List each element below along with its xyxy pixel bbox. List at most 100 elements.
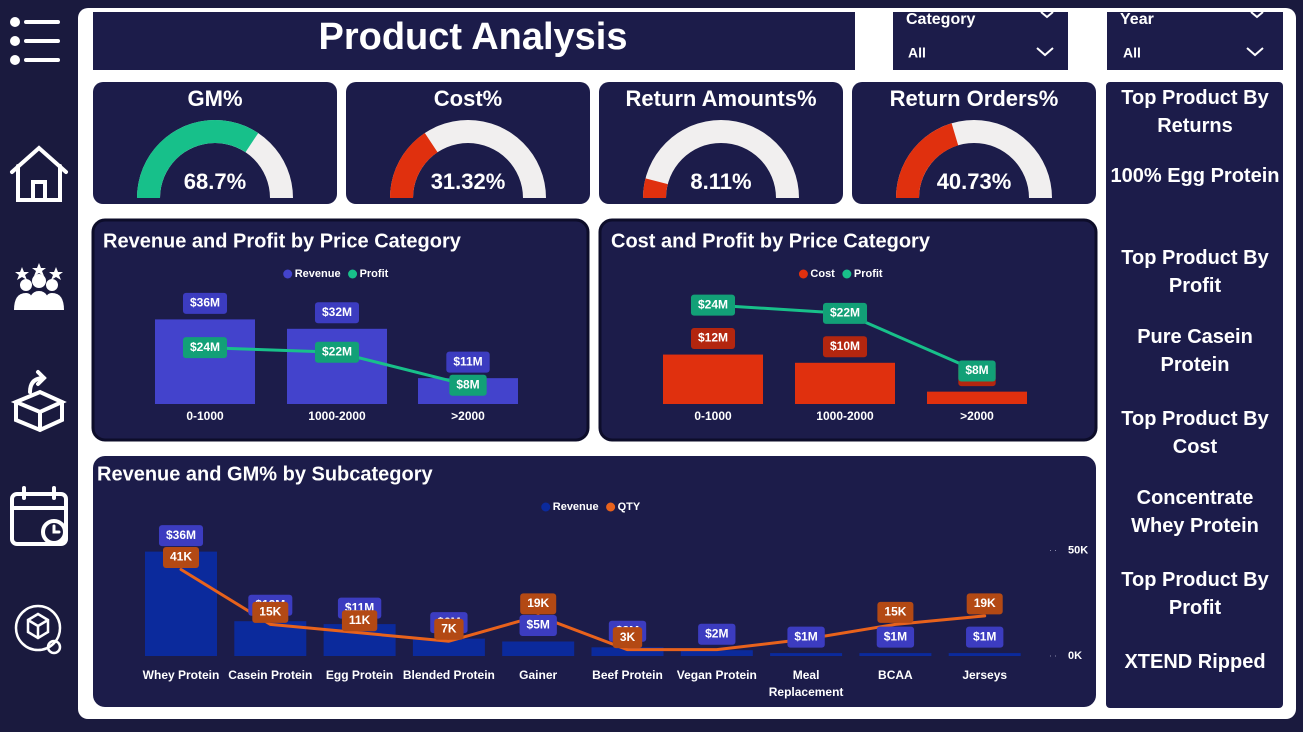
data-label-box (612, 627, 643, 649)
gauge-track (643, 120, 799, 198)
data-label-box (314, 341, 360, 363)
bar (680, 650, 753, 656)
data-label: $32M (322, 305, 352, 319)
sidebar-heading: Top Product By Profit (1121, 247, 1269, 297)
x-tick-label: Egg Protein (326, 668, 393, 682)
legend-swatch (798, 269, 808, 279)
data-label-box (690, 294, 736, 316)
home-icon[interactable] (10, 145, 68, 202)
data-label-box (698, 623, 736, 645)
data-label-box (158, 525, 204, 547)
filter-box[interactable] (893, 12, 1068, 70)
bar (502, 641, 575, 656)
y2-tick-label: 50K (1068, 544, 1088, 556)
sidebar-product: Concentrate Whey Protein (1131, 487, 1259, 537)
data-label: $36M (166, 528, 196, 542)
dropdown-chevron[interactable] (1036, 11, 1054, 57)
gauge-fill (896, 123, 959, 198)
data-label-box (690, 328, 736, 350)
y2-tick-label: 0K (1068, 650, 1082, 662)
gauge-title: GM% (188, 86, 243, 111)
sidebar-card (1106, 82, 1283, 708)
chart-title: Revenue and Profit by Price Category (103, 230, 462, 252)
calendar-icon[interactable] (10, 486, 68, 546)
x-tick-label: 0-1000 (694, 409, 732, 423)
data-label: $1M (794, 629, 817, 643)
sidebar-heading: Top Product By Profit (1121, 569, 1269, 619)
x-tick-label-text: BCAA (878, 668, 913, 682)
x-tick-label-text: 0-1000 (694, 409, 732, 423)
x-tick-label: Vegan Protein (676, 668, 757, 682)
x-tick-label: BCAA (878, 668, 913, 682)
bar (948, 653, 1021, 656)
bar (927, 391, 1027, 404)
chart-title: Revenue and GM% by Subcategory (97, 463, 434, 485)
bar (795, 362, 895, 404)
gauge-title: Cost% (434, 86, 502, 111)
data-label: $24M (190, 340, 220, 354)
data-label: $12M (698, 331, 728, 345)
gauge-fill (137, 120, 259, 198)
chart-card (598, 218, 1098, 442)
gauge-value: 40.73% (937, 169, 1012, 194)
legend-label: Cost (810, 268, 835, 280)
sidebar-heading: Top Product By Returns (1121, 87, 1269, 137)
data-label: 15K (259, 605, 281, 619)
data-label-box (314, 302, 360, 324)
category-filter[interactable]: Category All (893, 11, 1068, 70)
bar (770, 653, 843, 656)
x-tick-label-text: Jerseys (962, 668, 1008, 682)
x-tick-label-text: Vegan Protein (676, 668, 757, 682)
bar (155, 319, 255, 404)
sidebar-product: XTEND Ripped (1124, 651, 1266, 673)
line (179, 568, 987, 652)
data-label-box (341, 610, 378, 632)
x-tick-label: Beef Protein (592, 668, 663, 682)
legend-label: Profit (854, 268, 883, 280)
data-label: $1M (973, 629, 996, 643)
data-label: $22M (830, 306, 860, 320)
data-label: 7K (441, 621, 457, 635)
data-label-box (449, 374, 487, 396)
filter-label: Year (1120, 11, 1154, 28)
data-label-box (182, 337, 228, 359)
gauge-title: Return Orders% (890, 86, 1059, 111)
settings-icon[interactable] (14, 604, 62, 655)
legend-swatch (842, 269, 852, 279)
data-label: 19K (974, 596, 996, 610)
x-tick-label: Gainer (519, 668, 557, 682)
filter-label: Category (906, 11, 975, 28)
sidebar-heading: Top Product By Cost (1121, 408, 1269, 458)
nav-icons[interactable] (10, 17, 68, 655)
bar (663, 354, 763, 404)
filter-value: All (1123, 45, 1141, 61)
dropdown-chevron[interactable] (1246, 11, 1264, 57)
team-icon[interactable] (14, 263, 64, 310)
chart-title: Cost and Profit by Price Category (611, 230, 931, 252)
legend: Revenue QTY (541, 501, 641, 513)
legend-label: Revenue (553, 501, 599, 513)
x-tick-label-text: Meal Replacement (768, 668, 844, 699)
legend: Cost Profit (798, 268, 883, 280)
legend-label: Profit (360, 268, 389, 280)
year-filter[interactable]: Year All (1107, 11, 1283, 70)
data-label-box (446, 351, 490, 373)
data-label: 19K (527, 596, 549, 610)
x-tick-label-text: 1000-2000 (308, 409, 366, 423)
data-label: 3K (620, 630, 636, 644)
data-label-box (876, 626, 915, 648)
data-label: $1M (884, 629, 907, 643)
menu-icon[interactable] (10, 17, 60, 65)
data-label-box (162, 547, 200, 569)
data-label-box (966, 626, 1004, 648)
gauge-title: Return Amounts% (625, 86, 816, 111)
returns-icon[interactable] (10, 370, 67, 433)
data-label: $5M (527, 618, 550, 632)
gauge-value: 8.11% (690, 169, 751, 194)
filter-box[interactable] (1107, 12, 1283, 70)
x-tick-label: 0-1000 (186, 409, 223, 423)
data-label: 11K (349, 613, 371, 627)
data-label-box (822, 336, 868, 358)
data-label: $22M (322, 344, 352, 358)
